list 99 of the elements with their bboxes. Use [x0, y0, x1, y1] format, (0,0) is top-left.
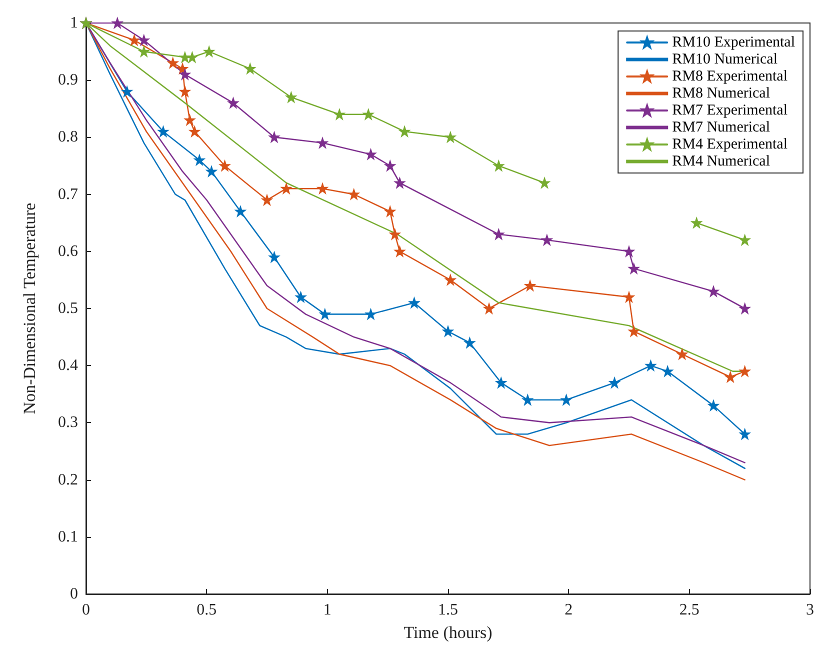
point	[496, 378, 506, 388]
point	[445, 132, 456, 142]
legend-label: RM7 Experimental	[672, 102, 788, 118]
point	[609, 378, 620, 388]
legend-label: RM10 Numerical	[672, 52, 778, 68]
legend-label: RM7 Numerical	[672, 120, 770, 136]
y-tick-label: 0.1	[58, 528, 78, 546]
point	[445, 274, 456, 286]
y-tick-label: 0.4	[58, 357, 78, 374]
point	[286, 92, 296, 102]
point	[442, 326, 454, 336]
point	[281, 183, 292, 194]
point	[561, 394, 572, 405]
point	[384, 160, 396, 171]
x-tick-label: 1.5	[438, 602, 458, 618]
point	[494, 160, 504, 171]
y-axis-title: Non-Dimensional Temperature	[20, 202, 39, 414]
legend-label: RM4 Experimental	[672, 136, 788, 152]
point	[348, 189, 359, 200]
point	[366, 149, 376, 160]
point	[190, 126, 200, 137]
point	[628, 326, 639, 336]
point	[228, 98, 238, 108]
point	[740, 303, 750, 314]
legend-label: RM4 Numerical	[672, 154, 770, 170]
legend-label: RM10 Experimental	[672, 34, 796, 50]
point	[269, 132, 280, 142]
x-tick-label: 0	[82, 602, 90, 618]
point	[168, 58, 178, 68]
y-tick-label: 0	[70, 586, 78, 602]
point	[187, 52, 198, 62]
point	[206, 166, 217, 177]
point	[180, 52, 190, 62]
point	[334, 109, 344, 120]
point	[245, 64, 256, 74]
point	[129, 35, 140, 46]
y-tick-label: 1	[70, 14, 78, 32]
point	[235, 206, 246, 217]
point	[662, 366, 673, 376]
point	[158, 126, 168, 137]
point	[740, 429, 750, 440]
point	[539, 178, 550, 188]
point	[180, 86, 190, 97]
point	[708, 286, 719, 296]
x-axis-title: Time (hours)	[404, 623, 492, 642]
y-tick-label: 0.5	[58, 300, 78, 317]
legend-label: RM8 Numerical	[672, 86, 770, 102]
point	[399, 126, 410, 137]
point	[177, 64, 188, 74]
point	[494, 229, 504, 240]
y-tick-label: 0.8	[58, 128, 78, 146]
point	[220, 160, 230, 171]
point	[262, 194, 272, 206]
point	[522, 394, 533, 405]
point	[269, 252, 280, 262]
point	[112, 18, 122, 28]
point	[628, 263, 639, 274]
point	[317, 138, 328, 148]
point	[180, 69, 190, 80]
x-tick-label: 2	[564, 602, 573, 618]
point	[204, 46, 214, 57]
point	[464, 338, 475, 348]
point	[624, 246, 634, 256]
point	[725, 372, 736, 382]
point	[363, 109, 374, 120]
point	[390, 229, 400, 240]
point	[384, 206, 396, 217]
x-tick-label: 0.5	[196, 602, 217, 618]
y-tick-label: 0.2	[58, 471, 78, 488]
point	[317, 183, 328, 194]
point	[708, 400, 719, 411]
point	[320, 309, 330, 320]
point	[138, 46, 150, 57]
legend-label: RM8 Experimental	[672, 68, 788, 84]
point	[691, 218, 702, 228]
point	[484, 303, 494, 314]
x-tick-label: 2.5	[679, 602, 700, 618]
point	[524, 280, 536, 291]
y-tick-label: 0.6	[58, 242, 78, 260]
y-tick-label: 0.3	[58, 414, 78, 432]
point	[409, 298, 420, 308]
point	[740, 366, 750, 376]
point	[122, 86, 132, 97]
point	[624, 292, 634, 302]
point	[366, 309, 376, 320]
point	[740, 234, 750, 246]
y-tick-label: 0.7	[58, 186, 78, 203]
point	[394, 246, 405, 256]
point	[646, 360, 656, 371]
point	[542, 234, 552, 246]
point	[296, 292, 306, 302]
point	[394, 178, 405, 188]
point	[194, 154, 205, 166]
point	[676, 349, 688, 360]
point	[138, 35, 150, 46]
x-tick-label: 3	[806, 602, 814, 618]
point	[184, 114, 195, 126]
y-tick-label: 0.9	[58, 72, 78, 89]
x-tick-label: 1	[323, 602, 332, 618]
